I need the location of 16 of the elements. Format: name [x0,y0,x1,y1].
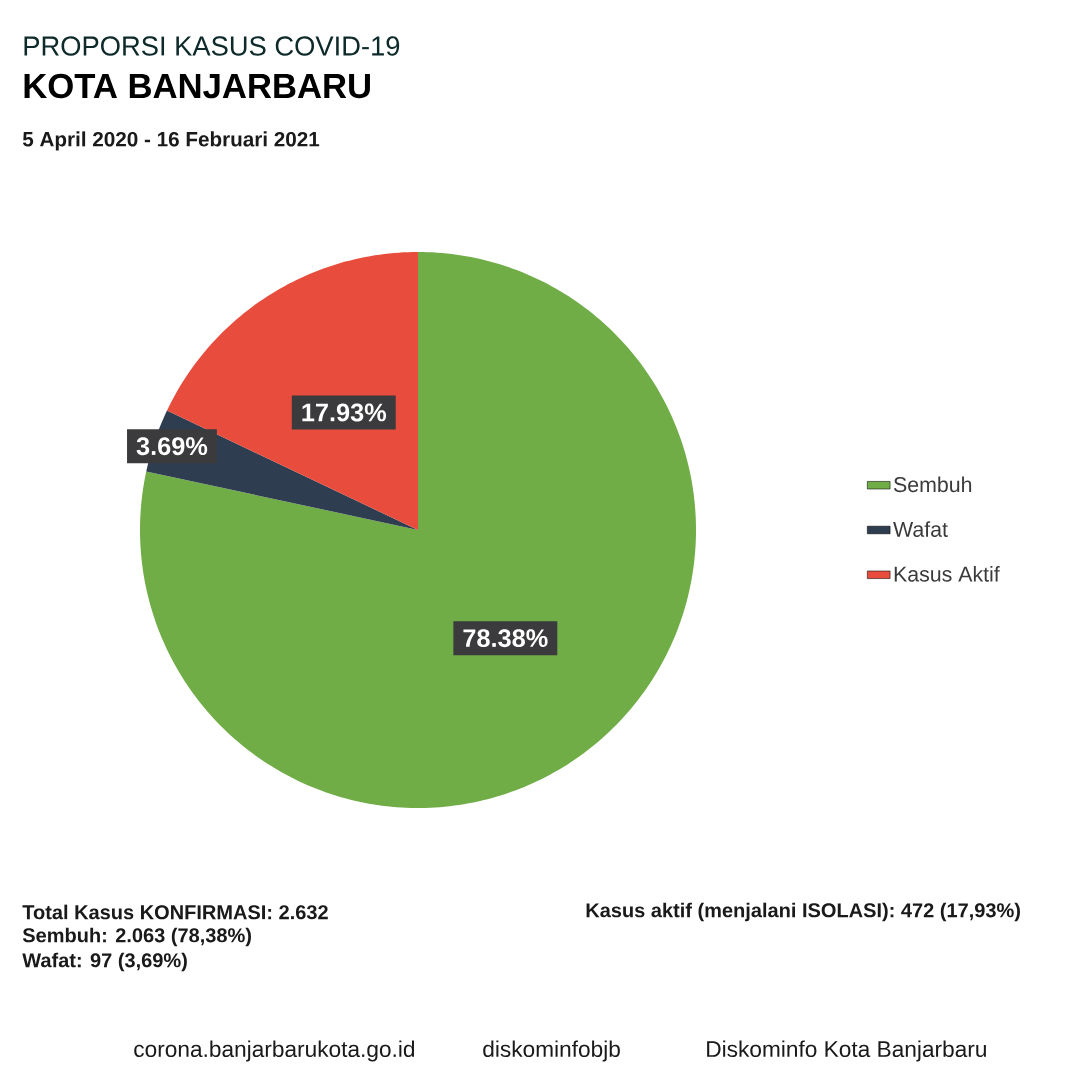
text: 5 April 2020 - 16 Februari 2021 [22,131,320,151]
data-label: 17.93% [302,403,387,422]
text: Sembuh: 2.063 (78,38%) [22,927,251,947]
legend-label: Wafat [893,521,948,537]
legend-label: Kasus Aktif [894,566,1000,582]
text: Wafat: 97 (3,69%) [22,952,187,972]
text: corona.banjarbarukota.go.id [134,1040,415,1062]
text: Total Kasus KONFIRMASI: 2.632 [22,904,328,920]
data-label: 78.38% [463,629,548,648]
chart-title: PROPORSI KASUS COVID-19 [24,36,400,56]
text: Kasus aktif (menjalani ISOLASI): 472 (17,93%) [586,902,1020,922]
chart-subtitle: KOTA BANJARBARU [24,73,370,99]
legend-label: Sembuh [894,476,972,493]
text: Diskominfo Kota Banjarbaru [707,1040,986,1062]
text: diskominfobjb [483,1040,620,1062]
data-label: 3.69% [136,437,208,456]
